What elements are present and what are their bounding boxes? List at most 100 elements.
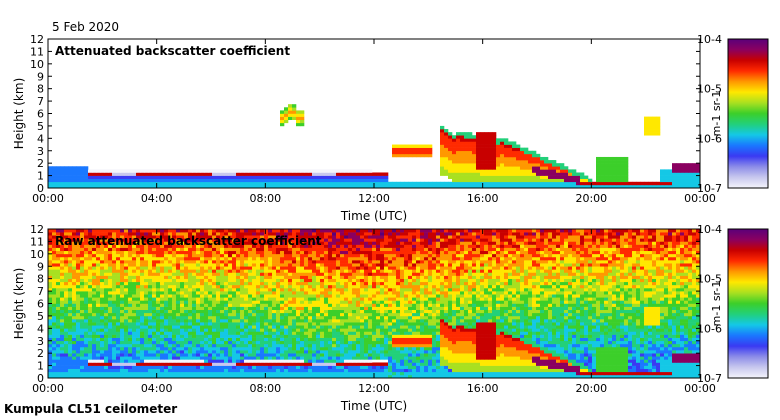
heatmap-cell <box>656 374 661 379</box>
heatmap-cell <box>496 356 501 360</box>
heatmap-cell <box>280 119 285 124</box>
heatmap-cell <box>296 169 301 173</box>
heatmap-cell <box>628 325 633 329</box>
heatmap-cell <box>516 368 521 373</box>
heatmap-cell <box>132 322 137 326</box>
heatmap-cell <box>668 346 673 351</box>
heatmap-cell <box>268 371 273 376</box>
heatmap-cell <box>416 322 421 326</box>
heatmap-cell <box>92 315 97 320</box>
heatmap-cell <box>340 374 345 379</box>
heatmap-cell <box>356 172 361 176</box>
heatmap-cell <box>564 368 569 373</box>
heatmap-cell <box>504 138 509 142</box>
heatmap-cell <box>344 359 349 363</box>
heatmap-cell <box>376 312 381 317</box>
heatmap-cell <box>368 328 373 332</box>
heatmap-cell <box>580 343 585 348</box>
heatmap-cell <box>284 334 289 338</box>
heatmap-cell <box>688 315 693 320</box>
heatmap-cell <box>572 362 577 366</box>
heatmap-cell <box>448 141 453 145</box>
heatmap-cell <box>132 365 137 369</box>
heatmap-cell <box>476 340 481 345</box>
heatmap-cell <box>612 362 617 366</box>
heatmap-cell <box>396 362 401 366</box>
heatmap-cell <box>128 309 133 314</box>
heatmap-cell <box>448 334 453 338</box>
heatmap-cell <box>224 368 229 373</box>
heatmap-cell <box>508 312 513 317</box>
y-tick-label: 12 <box>30 33 44 46</box>
heatmap-cell <box>260 350 265 354</box>
heatmap-cell <box>196 337 201 342</box>
heatmap-cell <box>196 343 201 348</box>
heatmap-cell <box>380 322 385 326</box>
heatmap-cell <box>604 160 609 164</box>
heatmap-cell <box>572 346 577 351</box>
heatmap-cell <box>368 184 373 189</box>
heatmap-cell <box>640 371 645 376</box>
heatmap-cell <box>192 359 197 363</box>
heatmap-cell <box>432 184 437 189</box>
heatmap-cell <box>240 178 245 183</box>
heatmap-cell <box>588 328 593 332</box>
heatmap-cell <box>432 322 437 326</box>
heatmap-cell <box>456 343 461 348</box>
heatmap-cell <box>260 172 265 176</box>
heatmap-cell <box>480 135 485 139</box>
heatmap-cell <box>600 169 605 173</box>
heatmap-cell <box>292 319 297 323</box>
heatmap-cell <box>256 181 261 186</box>
heatmap-cell <box>316 356 321 360</box>
heatmap-cell <box>504 359 509 363</box>
heatmap-cell <box>668 340 673 345</box>
heatmap-cell <box>552 184 557 189</box>
heatmap-cell <box>588 178 593 183</box>
heatmap-cell <box>480 340 485 345</box>
heatmap-cell <box>624 353 629 357</box>
heatmap-cell <box>172 181 177 186</box>
heatmap-cell <box>536 184 541 189</box>
heatmap-cell <box>212 312 217 317</box>
heatmap-cell <box>576 315 581 320</box>
heatmap-cell <box>472 325 477 329</box>
heatmap-cell <box>332 359 337 363</box>
heatmap-cell <box>696 368 701 373</box>
heatmap-cell <box>440 163 445 167</box>
heatmap-cell <box>452 322 457 326</box>
heatmap-cell <box>512 175 517 179</box>
heatmap-cell <box>76 172 81 176</box>
heatmap-cell <box>196 175 201 179</box>
heatmap-cell <box>652 334 657 338</box>
heatmap-cell <box>396 353 401 357</box>
heatmap-cell <box>296 113 301 117</box>
heatmap-cell <box>132 325 137 329</box>
heatmap-cell <box>164 356 169 360</box>
heatmap-cell <box>468 144 473 148</box>
heatmap-cell <box>128 306 133 310</box>
heatmap-cell <box>108 350 113 354</box>
heatmap-cell <box>88 325 93 329</box>
heatmap-cell <box>52 331 57 335</box>
heatmap-cell <box>692 368 697 373</box>
heatmap-cell <box>612 331 617 335</box>
heatmap-cell <box>340 312 345 317</box>
heatmap-cell <box>56 306 61 310</box>
heatmap-cell <box>352 371 357 376</box>
heatmap-cell <box>316 368 321 373</box>
heatmap-cell <box>228 315 233 320</box>
heatmap-cell <box>96 334 101 338</box>
heatmap-cell <box>392 325 397 329</box>
heatmap-cell <box>392 153 397 158</box>
heatmap-cell <box>152 178 157 183</box>
heatmap-cell <box>84 353 89 357</box>
heatmap-cell <box>156 175 161 179</box>
heatmap-cell <box>480 169 485 173</box>
heatmap-cell <box>580 353 585 357</box>
heatmap-cell <box>284 322 289 326</box>
heatmap-cell <box>300 110 305 114</box>
heatmap-cell <box>72 166 77 170</box>
heatmap-cell <box>560 328 565 332</box>
